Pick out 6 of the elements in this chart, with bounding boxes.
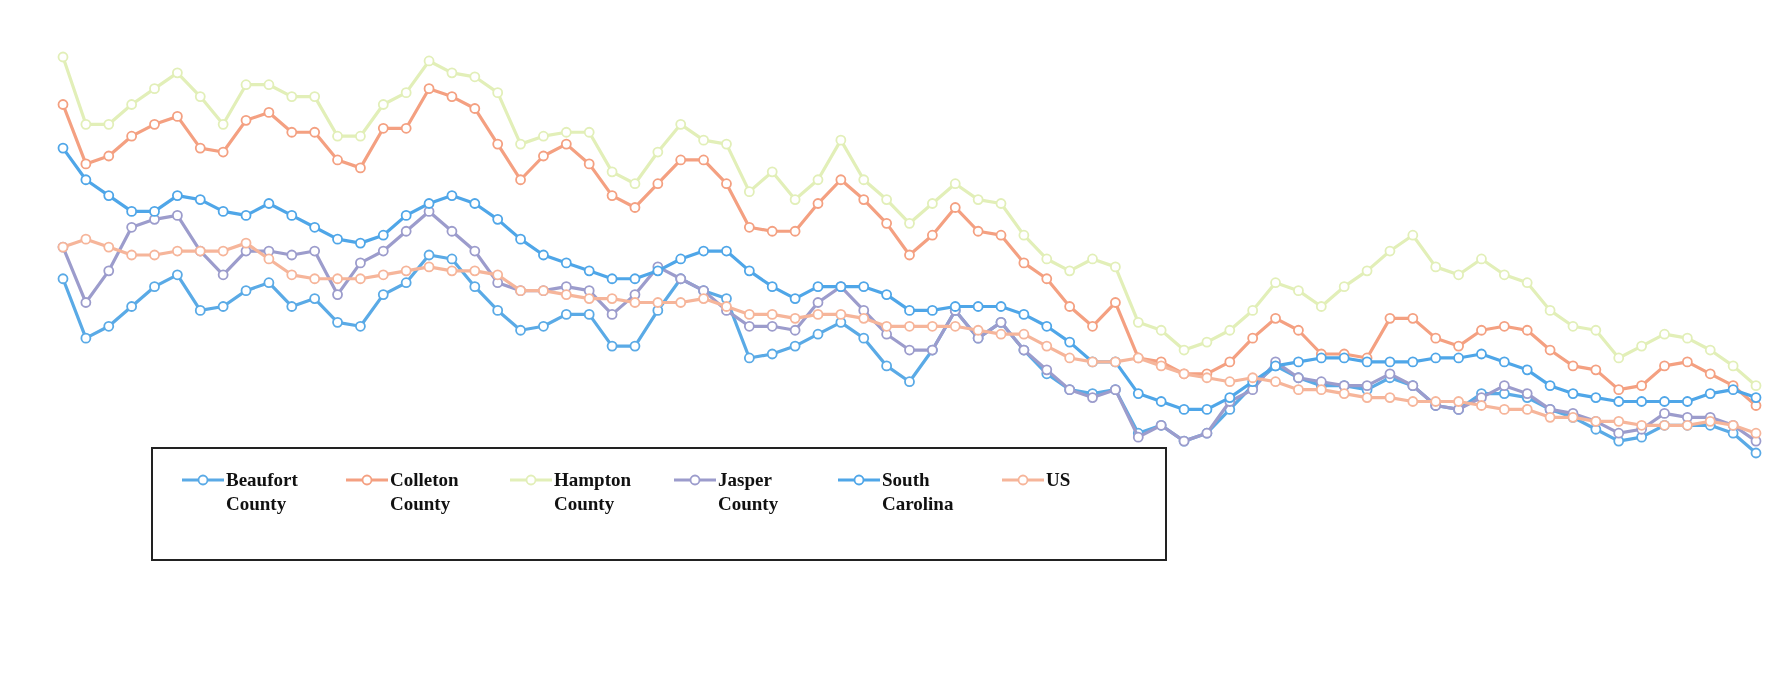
legend-label: Colleton County: [390, 469, 460, 514]
legend-label: US: [1046, 469, 1071, 490]
legend-label: Jasper County: [718, 469, 779, 514]
legend-label: South Carolina: [882, 469, 954, 514]
legend-label: Beaufort County: [226, 469, 299, 514]
legend-label: Hampton County: [554, 469, 632, 514]
